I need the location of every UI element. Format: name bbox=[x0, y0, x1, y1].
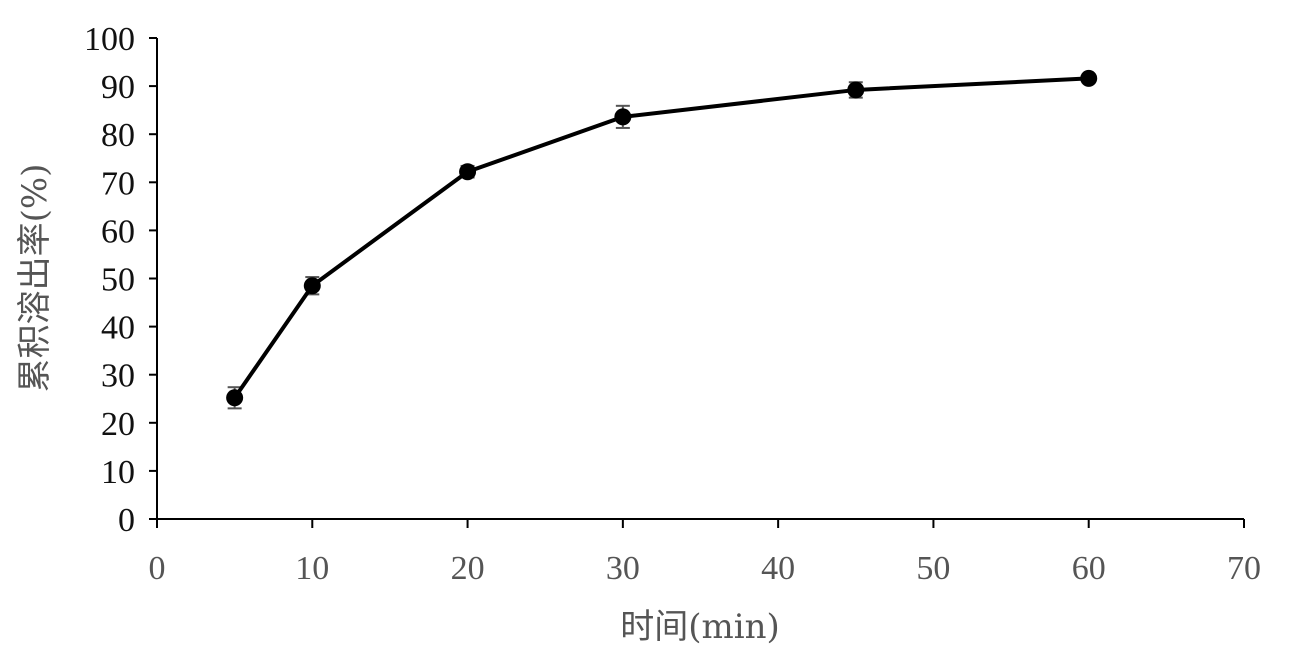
y-tick-label: 0 bbox=[118, 502, 135, 539]
y-tick-label: 20 bbox=[101, 406, 135, 443]
x-tick-label: 60 bbox=[1072, 550, 1106, 587]
x-tick-label: 50 bbox=[916, 550, 950, 587]
x-tick-label: 70 bbox=[1227, 550, 1261, 587]
series-line bbox=[232, 76, 1089, 399]
data-point bbox=[1080, 69, 1098, 87]
x-tick-label: 20 bbox=[451, 550, 485, 587]
data-point bbox=[847, 81, 865, 99]
x-tick-label: 40 bbox=[761, 550, 795, 587]
y-tick-label: 70 bbox=[101, 165, 135, 202]
error-bars bbox=[227, 73, 1096, 410]
series-group bbox=[226, 69, 1098, 407]
y-tick-label: 40 bbox=[101, 310, 135, 347]
y-axis-ticks: 0 10 20 30 40 50 60 70 80 90 100 bbox=[84, 21, 157, 539]
y-tick-label: 100 bbox=[84, 21, 135, 58]
x-tick-label: 10 bbox=[295, 550, 329, 587]
data-point bbox=[614, 108, 632, 126]
y-tick-label: 80 bbox=[101, 117, 135, 154]
y-tick-label: 60 bbox=[101, 213, 135, 250]
y-tick-label: 90 bbox=[101, 69, 135, 106]
x-tick-label: 30 bbox=[606, 550, 640, 587]
data-point bbox=[226, 389, 244, 407]
x-tick-label: 0 bbox=[149, 550, 166, 587]
x-axis-ticks: 0 10 20 30 40 50 60 70 bbox=[149, 519, 1261, 587]
y-tick-label: 50 bbox=[101, 262, 135, 299]
data-point bbox=[303, 277, 321, 295]
data-point bbox=[459, 163, 477, 181]
x-axis-title: 时间(min) bbox=[620, 607, 780, 647]
y-tick-label: 30 bbox=[101, 358, 135, 395]
y-tick-label: 10 bbox=[101, 454, 135, 491]
y-axis-title: 累积溶出率(%) bbox=[15, 164, 55, 393]
